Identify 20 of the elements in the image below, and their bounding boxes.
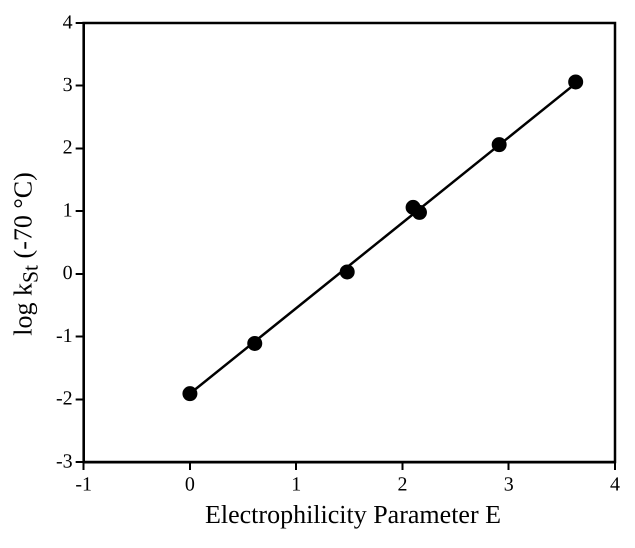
point bbox=[492, 137, 507, 152]
y-tick-label: 1 bbox=[62, 199, 73, 222]
y-tick-label: 2 bbox=[62, 136, 73, 159]
point bbox=[340, 264, 355, 280]
y-tick-label: -1 bbox=[56, 324, 73, 347]
y-tick-label: 4 bbox=[62, 11, 73, 34]
x-tick-label: 2 bbox=[397, 473, 408, 496]
point bbox=[182, 386, 198, 402]
point bbox=[412, 204, 427, 220]
point bbox=[247, 336, 262, 351]
x-tick-label: 0 bbox=[184, 473, 195, 496]
x-tick-label: 1 bbox=[291, 473, 302, 496]
x-tick-label: 3 bbox=[504, 473, 514, 496]
y-tick-label: -2 bbox=[56, 388, 73, 410]
y-tick-label: -3 bbox=[56, 450, 73, 472]
x-tick-label: 4 bbox=[610, 473, 620, 496]
x-axis-title: Electrophilicity Parameter E bbox=[205, 500, 501, 530]
y-tick-label: 3 bbox=[62, 74, 73, 96]
y-tick-label: 0 bbox=[62, 262, 73, 284]
point bbox=[568, 74, 584, 90]
